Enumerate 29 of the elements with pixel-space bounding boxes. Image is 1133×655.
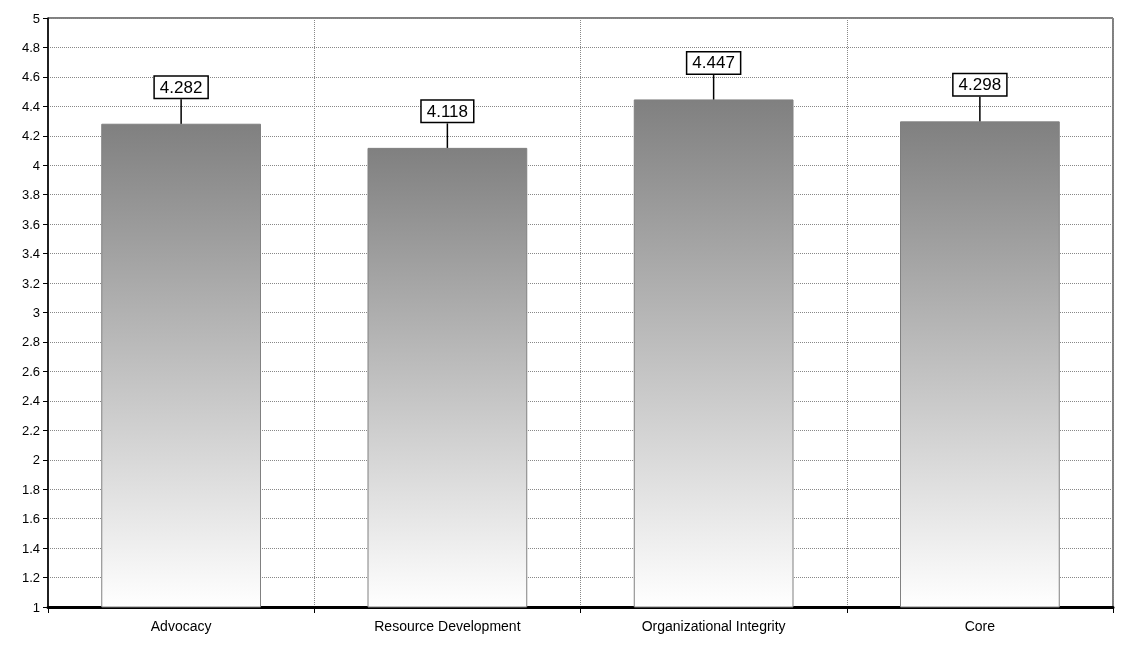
data-label: 4.282 [159, 77, 203, 97]
y-tick-label: 1.2 [21, 570, 40, 586]
y-tick-label: 2.6 [21, 363, 40, 379]
y-tick-label: 3.6 [21, 216, 40, 232]
y-tick-label: 4.6 [21, 69, 40, 85]
data-label: 4.298 [958, 75, 1002, 95]
y-tick-label: 5 [32, 10, 40, 26]
y-tick-label: 1 [32, 599, 40, 615]
y-tick-label: 3.4 [21, 246, 40, 262]
y-tick-label: 1.8 [21, 481, 40, 497]
y-tick-label: 1.4 [21, 540, 40, 556]
y-tick-label: 4.4 [21, 98, 40, 114]
y-tick-label: 2.8 [21, 334, 40, 350]
data-label: 4.447 [692, 53, 735, 73]
y-tick-label: 2 [32, 452, 40, 468]
y-tick-label: 4.8 [21, 39, 40, 55]
y-tick-label: 3.2 [21, 275, 40, 291]
y-tick-label: 2.4 [21, 393, 40, 409]
x-tick-label: Resource Development [374, 618, 521, 634]
x-tick-label: Advocacy [150, 618, 212, 634]
y-tick-label: 3.8 [21, 187, 40, 203]
data-label: 4.118 [426, 101, 469, 121]
x-tick-label: Core [964, 618, 996, 634]
y-tick-label: 4 [32, 157, 40, 173]
x-tick-label: Organizational Integrity [641, 618, 786, 634]
y-tick-label: 3 [32, 305, 40, 320]
y-tick-label: 2.2 [21, 422, 40, 438]
y-tick-label: 1.6 [21, 511, 40, 527]
y-tick-label: 4.2 [21, 128, 40, 144]
